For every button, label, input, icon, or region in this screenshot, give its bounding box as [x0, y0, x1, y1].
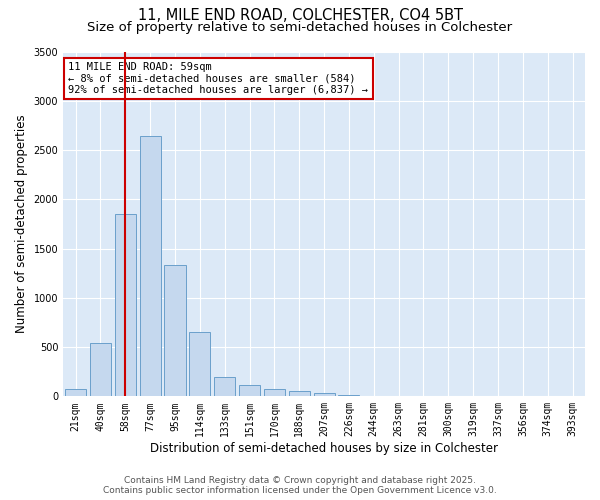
- Text: Contains HM Land Registry data © Crown copyright and database right 2025.
Contai: Contains HM Land Registry data © Crown c…: [103, 476, 497, 495]
- Bar: [214, 376, 235, 396]
- X-axis label: Distribution of semi-detached houses by size in Colchester: Distribution of semi-detached houses by …: [150, 442, 498, 455]
- Bar: [289, 392, 310, 396]
- Text: 11 MILE END ROAD: 59sqm
← 8% of semi-detached houses are smaller (584)
92% of se: 11 MILE END ROAD: 59sqm ← 8% of semi-det…: [68, 62, 368, 95]
- Bar: [140, 136, 161, 396]
- Bar: [189, 332, 211, 396]
- Bar: [264, 390, 285, 396]
- Bar: [115, 214, 136, 396]
- Bar: [239, 386, 260, 396]
- Text: Size of property relative to semi-detached houses in Colchester: Size of property relative to semi-detach…: [88, 21, 512, 34]
- Bar: [314, 394, 335, 396]
- Bar: [65, 390, 86, 396]
- Text: 11, MILE END ROAD, COLCHESTER, CO4 5BT: 11, MILE END ROAD, COLCHESTER, CO4 5BT: [137, 8, 463, 22]
- Y-axis label: Number of semi-detached properties: Number of semi-detached properties: [15, 114, 28, 333]
- Bar: [164, 266, 185, 396]
- Bar: [90, 343, 111, 396]
